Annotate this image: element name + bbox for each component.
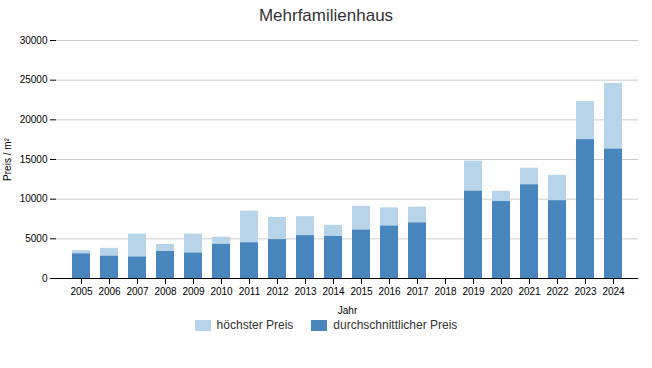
svg-text:2014: 2014 [322, 286, 345, 297]
html-text:höchster Preis: höchster Preis [216, 318, 294, 332]
svg-text:2011: 2011 [239, 286, 261, 297]
svg-text:2007: 2007 [126, 286, 149, 297]
html-text:durchschnittlicher Preis: durchschnittlicher Preis [333, 318, 458, 332]
svg-text:2010: 2010 [210, 286, 233, 297]
svg-text:2016: 2016 [378, 286, 401, 297]
svg-text:15000: 15000 [20, 154, 48, 165]
svg-text:20000: 20000 [20, 114, 48, 125]
svg-text:2008: 2008 [154, 286, 177, 297]
svg-text:2012: 2012 [266, 286, 289, 297]
svg-text:2009: 2009 [182, 286, 205, 297]
svg-text:2019: 2019 [462, 286, 485, 297]
svg-text:Jahr: Jahr [338, 305, 358, 316]
svg-text:0: 0 [42, 273, 48, 284]
svg-text:25000: 25000 [20, 74, 48, 85]
svg-text:2022: 2022 [546, 286, 569, 297]
svg-text:10000: 10000 [20, 193, 48, 204]
svg-text:2005: 2005 [70, 286, 93, 297]
svg-text:2021: 2021 [518, 286, 541, 297]
svg-text:2023: 2023 [574, 286, 597, 297]
svg-text:2017: 2017 [406, 286, 429, 297]
html-text:Mehrfamilienhaus: Mehrfamilienhaus [258, 6, 394, 25]
svg-text:2006: 2006 [98, 286, 121, 297]
svg-text:2020: 2020 [490, 286, 513, 297]
svg-text:Preis / m²: Preis / m² [2, 137, 13, 180]
svg-text:2015: 2015 [350, 286, 373, 297]
svg-text:2024: 2024 [602, 286, 625, 297]
svg-text:30000: 30000 [20, 35, 48, 46]
svg-text:2018: 2018 [434, 286, 457, 297]
svg-text:2013: 2013 [294, 286, 317, 297]
svg-text:5000: 5000 [25, 233, 48, 244]
